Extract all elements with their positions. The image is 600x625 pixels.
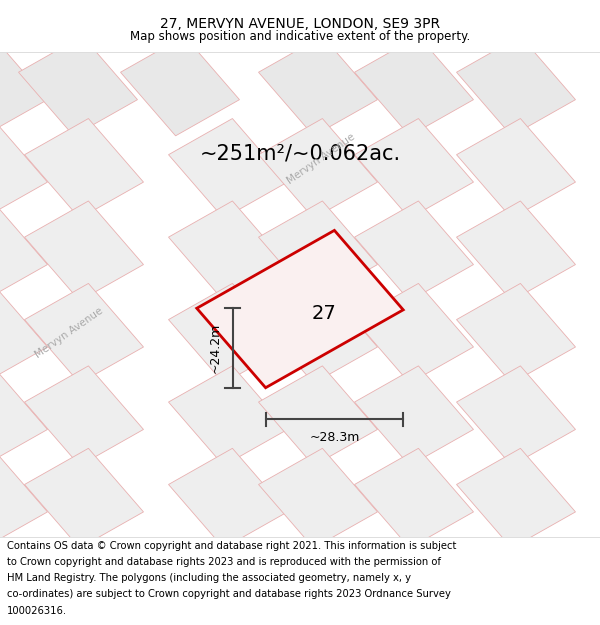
Polygon shape [169,201,287,301]
Polygon shape [259,36,377,136]
Polygon shape [25,283,143,383]
Polygon shape [169,366,287,466]
Polygon shape [0,448,47,548]
Text: ~28.3m: ~28.3m [309,431,359,444]
Text: ~24.2m: ~24.2m [209,323,222,373]
Polygon shape [25,448,143,548]
Polygon shape [25,366,143,466]
Polygon shape [457,283,575,383]
Polygon shape [0,366,47,466]
Polygon shape [259,448,377,548]
Polygon shape [169,448,287,548]
Polygon shape [0,0,600,548]
Text: ~251m²/~0.062ac.: ~251m²/~0.062ac. [199,144,401,164]
Polygon shape [457,201,575,301]
Polygon shape [169,283,287,383]
Text: Mervyn Avenue: Mervyn Avenue [33,306,105,361]
Polygon shape [0,119,47,218]
Text: Contains OS data © Crown copyright and database right 2021. This information is : Contains OS data © Crown copyright and d… [7,541,457,551]
Polygon shape [25,119,143,218]
Polygon shape [197,231,403,388]
Polygon shape [0,0,437,625]
Polygon shape [457,119,575,218]
Polygon shape [169,119,287,218]
Text: Mervyn Avenue: Mervyn Avenue [285,131,357,186]
Text: 27: 27 [311,304,337,323]
Text: co-ordinates) are subject to Crown copyright and database rights 2023 Ordnance S: co-ordinates) are subject to Crown copyr… [7,589,451,599]
Text: HM Land Registry. The polygons (including the associated geometry, namely x, y: HM Land Registry. The polygons (includin… [7,573,411,583]
Text: Map shows position and indicative extent of the property.: Map shows position and indicative extent… [130,29,470,42]
Polygon shape [355,201,473,301]
Polygon shape [355,366,473,466]
Polygon shape [457,366,575,466]
Polygon shape [0,36,47,136]
Polygon shape [259,201,377,301]
Polygon shape [259,119,377,218]
Text: 100026316.: 100026316. [7,606,67,616]
Polygon shape [121,36,239,136]
Polygon shape [25,201,143,301]
Text: 27, MERVYN AVENUE, LONDON, SE9 3PR: 27, MERVYN AVENUE, LONDON, SE9 3PR [160,17,440,31]
Polygon shape [355,283,473,383]
Polygon shape [457,448,575,548]
Polygon shape [19,36,137,136]
Polygon shape [259,366,377,466]
Text: to Crown copyright and database rights 2023 and is reproduced with the permissio: to Crown copyright and database rights 2… [7,557,441,567]
Polygon shape [0,201,47,301]
Polygon shape [355,119,473,218]
Polygon shape [457,36,575,136]
Polygon shape [259,283,377,383]
Polygon shape [0,283,47,383]
Polygon shape [355,448,473,548]
Polygon shape [355,36,473,136]
